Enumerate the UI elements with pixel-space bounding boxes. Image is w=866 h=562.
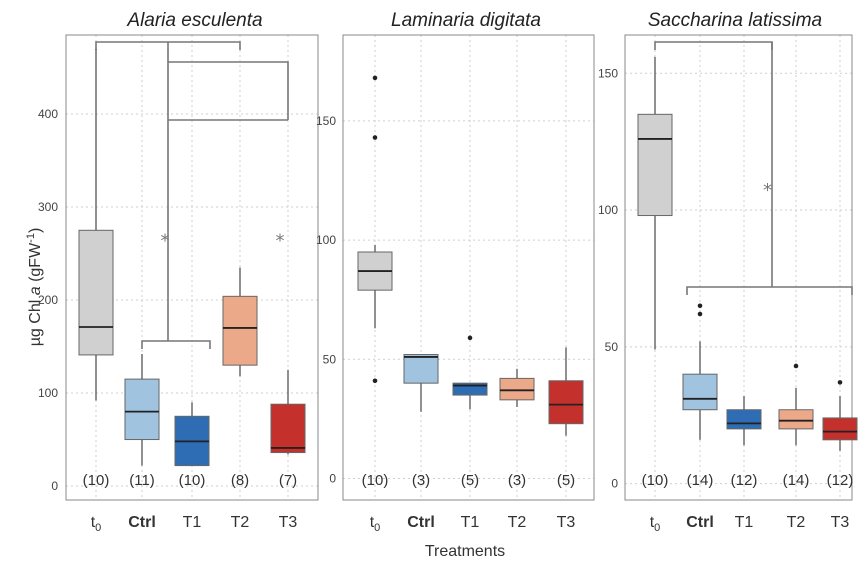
category-label: t0 (370, 514, 381, 534)
category-label: T3 (279, 514, 298, 531)
box-t2 (499, 377, 535, 401)
plot-frame (342, 34, 595, 501)
outlier-point (372, 75, 378, 81)
outlier-point (372, 378, 378, 384)
outlier-point (697, 303, 703, 309)
sample-count: (11) (129, 472, 155, 489)
category-label: T2 (787, 514, 806, 531)
box-ctrl (403, 354, 439, 384)
category-label: T1 (461, 514, 480, 531)
sample-count: (10) (362, 472, 389, 489)
box-t0 (78, 229, 114, 356)
y-tick-label: 0 (329, 472, 336, 486)
box-t2 (778, 409, 814, 430)
significance-asterisk: * (161, 231, 170, 252)
category-label: Ctrl (686, 514, 714, 531)
significance-asterisk: * (763, 180, 772, 201)
category-label: T3 (557, 514, 576, 531)
y-axis-label: µg Chl a (gFW-1) (25, 228, 44, 347)
category-label: T3 (831, 514, 850, 531)
y-tick-label: 150 (316, 114, 336, 128)
category-label: t0 (91, 514, 102, 534)
panel-1: Alaria esculenta 0 100 200 300 400 (10) t0 (11) C… (38, 10, 319, 534)
box-t3 (548, 380, 584, 425)
outlier-point (837, 380, 843, 385)
category-label: t0 (650, 514, 661, 534)
significance-bracket (686, 286, 853, 295)
category-label: T2 (231, 514, 250, 531)
panel-title: Laminaria digitata (391, 10, 541, 31)
y-tick-label: 50 (323, 352, 337, 366)
box-ctrl (682, 373, 718, 411)
outlier-point (372, 135, 378, 140)
sample-count: (12) (827, 472, 854, 489)
y-tick-label: 300 (38, 200, 58, 214)
plot-frame (65, 34, 319, 501)
y-tick-label: 100 (598, 203, 618, 217)
sample-count: (12) (731, 472, 758, 489)
box-t3 (822, 417, 858, 441)
box-t1 (726, 409, 762, 430)
sample-count: (5) (557, 472, 575, 489)
sample-count: (10) (179, 472, 206, 489)
outlier-point (697, 311, 703, 317)
category-label: T1 (183, 514, 202, 531)
outlier-point (793, 363, 799, 369)
sample-count: (10) (83, 472, 110, 489)
box-t0 (637, 113, 673, 217)
category-label: T2 (508, 514, 527, 531)
panel-title: Alaria esculenta (126, 10, 262, 31)
sample-count: (5) (461, 472, 479, 489)
plot-frame (624, 34, 853, 501)
sample-count: (8) (231, 472, 249, 489)
y-tick-label: 50 (605, 340, 619, 354)
box-t3 (270, 403, 306, 454)
category-label: Ctrl (407, 514, 435, 531)
y-tick-label: 100 (38, 386, 58, 400)
significance-bracket (141, 340, 211, 349)
sample-count: (3) (412, 472, 430, 489)
y-tick-label: 150 (598, 66, 618, 80)
significance-bracket (167, 61, 289, 120)
box-t2 (222, 295, 258, 366)
sample-count: (14) (687, 472, 714, 489)
panel-2: Laminaria digitata 0 50 100 150 (10) t0 (3) Ctrl… (316, 10, 595, 534)
box-t1 (452, 382, 488, 396)
y-tick-label: 100 (316, 233, 336, 247)
sample-count: (7) (279, 472, 297, 489)
sample-count: (14) (783, 472, 810, 489)
sample-count: (10) (642, 472, 669, 489)
significance-bracket (654, 41, 773, 50)
box-ctrl (124, 378, 160, 441)
y-tick-label: 0 (51, 479, 58, 493)
x-axis-label: Treatments (425, 543, 505, 560)
outlier-point (467, 335, 473, 341)
y-tick-label: 200 (38, 293, 58, 307)
significance-asterisk: * (276, 231, 285, 252)
category-label: Ctrl (128, 514, 156, 531)
panel-3: Saccharina latissima 0 50 100 150 (10) t0 (14) C… (598, 10, 858, 534)
sample-count: (3) (508, 472, 526, 489)
y-tick-label: 0 (611, 477, 618, 491)
y-tick-label: 400 (38, 107, 58, 121)
category-label: T1 (735, 514, 754, 531)
panel-title: Saccharina latissima (648, 10, 822, 31)
